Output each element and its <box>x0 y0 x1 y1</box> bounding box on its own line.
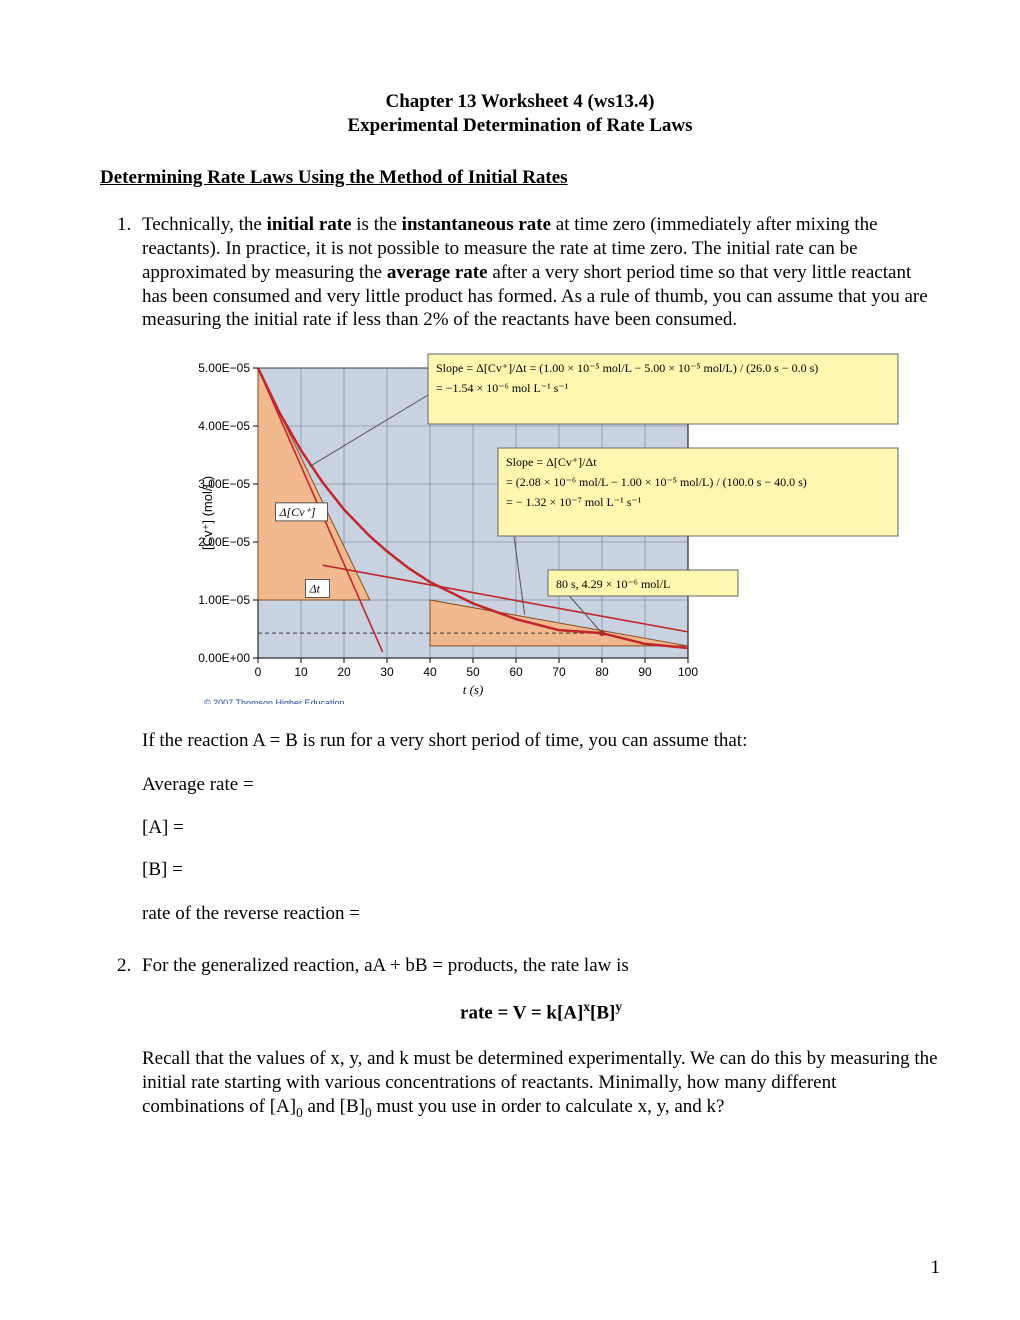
svg-text:Δt: Δt <box>309 581 321 595</box>
svg-text:20: 20 <box>337 665 351 679</box>
b-conc-line: [B] = <box>142 858 940 882</box>
item2-line1: For the generalized reaction, aA + bB = … <box>142 955 629 976</box>
assume-line: If the reaction A = B is run for a very … <box>142 729 940 753</box>
list-item-2: For the generalized reaction, aA + bB = … <box>136 954 940 1122</box>
svg-text:90: 90 <box>638 665 652 679</box>
svg-text:80 s, 4.29 × 10⁻⁶ mol/L: 80 s, 4.29 × 10⁻⁶ mol/L <box>556 577 670 591</box>
svg-text:40: 40 <box>423 665 437 679</box>
svg-text:Slope = Δ[Cv⁺]/Δt: Slope = Δ[Cv⁺]/Δt <box>506 455 597 469</box>
rate-law-equation: rate = V = k[A]x[B]y <box>142 999 940 1025</box>
avg-rate-line: Average rate = <box>142 773 940 797</box>
svg-text:4.00E−05: 4.00E−05 <box>198 419 250 433</box>
svg-text:80: 80 <box>595 665 609 679</box>
item1-text: Technically, the initial rate is the ins… <box>142 214 928 330</box>
header-line-1: Chapter 13 Worksheet 4 (ws13.4) <box>100 90 940 114</box>
reverse-line: rate of the reverse reaction = <box>142 902 940 926</box>
svg-text:= (2.08 × 10⁻⁶ mol/L − 1.00 ×: = (2.08 × 10⁻⁶ mol/L − 1.00 × 10⁻⁵ mol/L… <box>506 475 807 489</box>
section-heading: Determining Rate Laws Using the Method o… <box>100 166 940 190</box>
svg-text:[Cv⁺] (mol/L): [Cv⁺] (mol/L) <box>200 476 215 550</box>
rate-chart: Δ[Cv⁺] Δt 0 10 20 30 40 50 60 70 80 90 100 0.00E+00 1.… <box>198 348 940 711</box>
svg-text:60: 60 <box>509 665 523 679</box>
page-number: 1 <box>931 1256 941 1280</box>
svg-text:70: 70 <box>552 665 566 679</box>
svg-text:Δ[Cv⁺]: Δ[Cv⁺] <box>279 505 316 519</box>
list-item-1: Technically, the initial rate is the ins… <box>136 213 940 925</box>
after-chart-block: If the reaction A = B is run for a very … <box>142 729 940 926</box>
svg-text:5.00E−05: 5.00E−05 <box>198 361 250 375</box>
header-line-2: Experimental Determination of Rate Laws <box>100 114 940 138</box>
svg-text:100: 100 <box>678 665 698 679</box>
svg-text:Slope = Δ[Cv⁺]/Δt = (1.00 × 10: Slope = Δ[Cv⁺]/Δt = (1.00 × 10⁻⁵ mol/L −… <box>436 361 818 375</box>
doc-header: Chapter 13 Worksheet 4 (ws13.4) Experime… <box>100 90 940 138</box>
item2-line2: Recall that the values of x, y, and k mu… <box>142 1047 940 1121</box>
svg-text:0: 0 <box>255 665 262 679</box>
svg-text:30: 30 <box>380 665 394 679</box>
svg-text:1.00E−05: 1.00E−05 <box>198 593 250 607</box>
svg-text:= − 1.32 × 10⁻⁷ mol L⁻¹ s⁻¹: = − 1.32 × 10⁻⁷ mol L⁻¹ s⁻¹ <box>506 495 642 509</box>
svg-text:© 2007 Thomson Higher Educatio: © 2007 Thomson Higher Education <box>204 698 345 704</box>
svg-text:= −1.54 × 10⁻⁶ mol L⁻¹ s⁻¹: = −1.54 × 10⁻⁶ mol L⁻¹ s⁻¹ <box>436 381 569 395</box>
svg-text:t (s): t (s) <box>463 682 484 697</box>
svg-text:10: 10 <box>294 665 308 679</box>
svg-text:0.00E+00: 0.00E+00 <box>198 651 250 665</box>
svg-text:50: 50 <box>466 665 480 679</box>
a-conc-line: [A] = <box>142 816 940 840</box>
